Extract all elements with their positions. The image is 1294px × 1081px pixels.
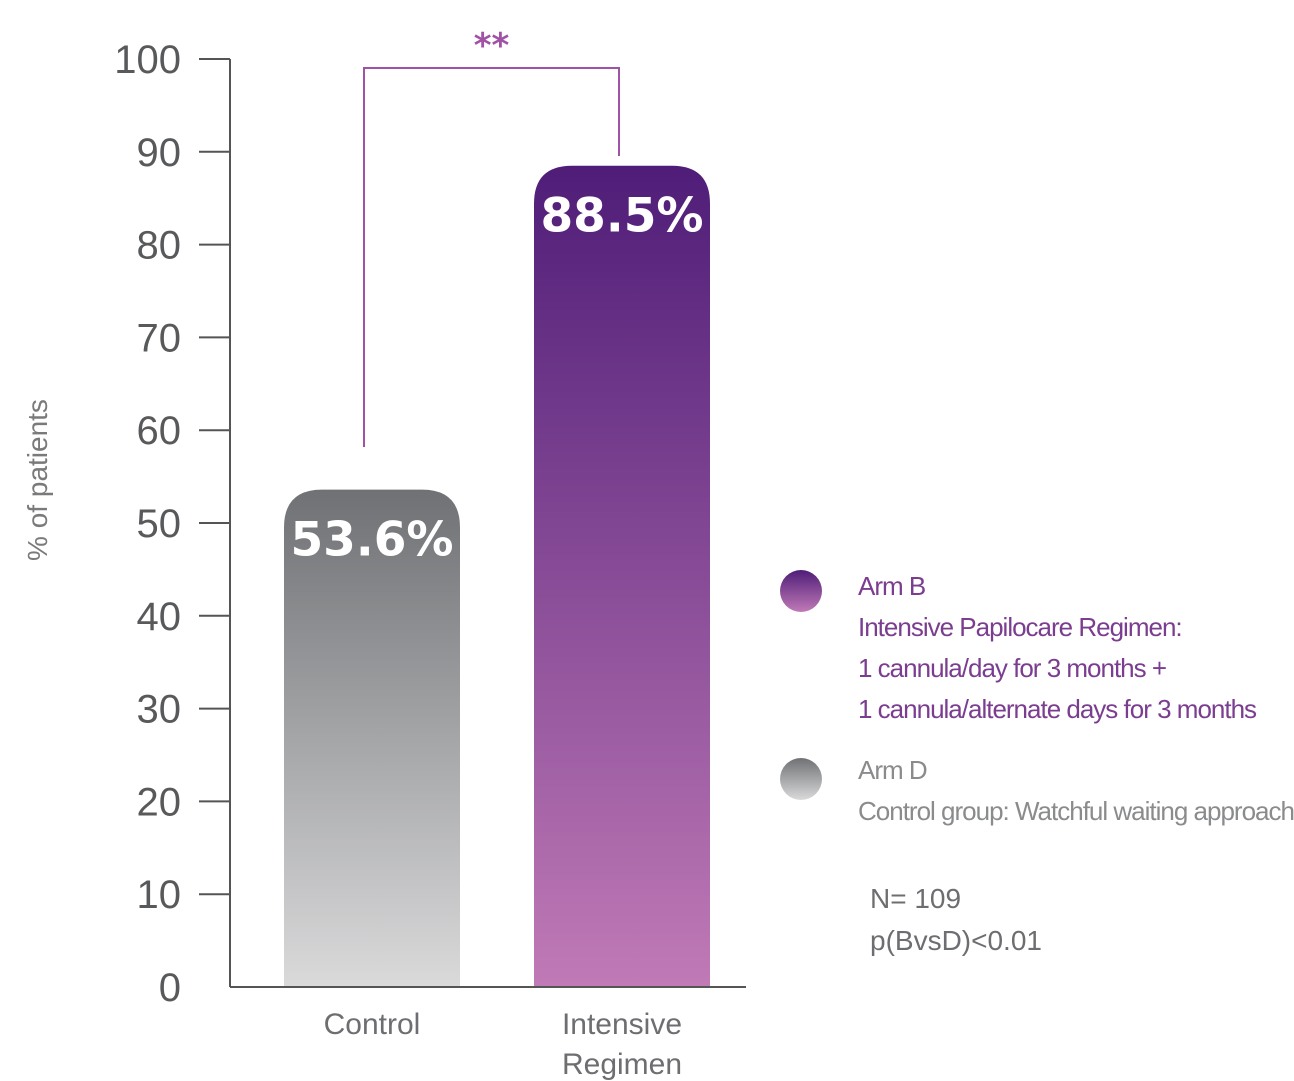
x-tick-label: Intensive Regimen [562,1008,682,1081]
legend-line: 1 cannula/alternate days for 3 months [858,694,1257,724]
bar-1 [534,165,710,988]
legend-line: Arm B [858,571,926,601]
significance-line [363,67,620,447]
y-tick-label: 40 [137,595,182,639]
y-axis-label: % of patients [22,399,53,561]
study-stats: N= 109 p(BvsD)<0.01 [870,878,1042,962]
bar-value-label: 53.6% [290,513,453,568]
legend-line: Intensive Papilocare Regimen: [858,612,1183,642]
y-tick-label: 30 [137,688,182,732]
y-tick-label: 100 [114,38,181,82]
p-value: p(BvsD)<0.01 [870,925,1042,956]
y-tick-label: 10 [137,873,182,917]
bar-0 [284,489,460,987]
y-tick-label: 80 [137,224,182,268]
legend-line: 1 cannula/day for 3 months + [858,653,1167,683]
legend-line: Arm D [858,755,928,785]
significance-label: ** [474,26,510,66]
bar-value-label: 88.5% [540,189,703,244]
y-tick-label: 70 [137,316,182,360]
legend-item-arm-b: Arm B Intensive Papilocare Regimen: 1 ca… [780,566,1290,730]
x-tick-label: Control [324,1008,421,1041]
legend-item-arm-d: Arm D Control group: Watchful waiting ap… [780,750,1294,832]
x-axis: Control Intensive Regimen [230,986,746,1081]
arm-d-swatch [780,758,822,800]
bars: 53.6% 88.5% [284,165,710,988]
y-tick-label: 50 [137,502,182,546]
arm-b-swatch [780,570,822,612]
y-tick-label: 0 [159,966,181,1010]
y-tick-label: 90 [137,131,182,175]
significance-bracket: ** [363,26,620,447]
legend: Arm B Intensive Papilocare Regimen: 1 ca… [780,566,1294,832]
y-tick-label: 60 [137,409,182,453]
y-axis: 0 10 20 30 40 50 60 70 80 90 100 % of patients [22,38,231,1010]
y-tick-label: 20 [137,780,182,824]
legend-line: Control group: Watchful waiting approach [858,796,1294,826]
sample-size: N= 109 [870,883,962,914]
